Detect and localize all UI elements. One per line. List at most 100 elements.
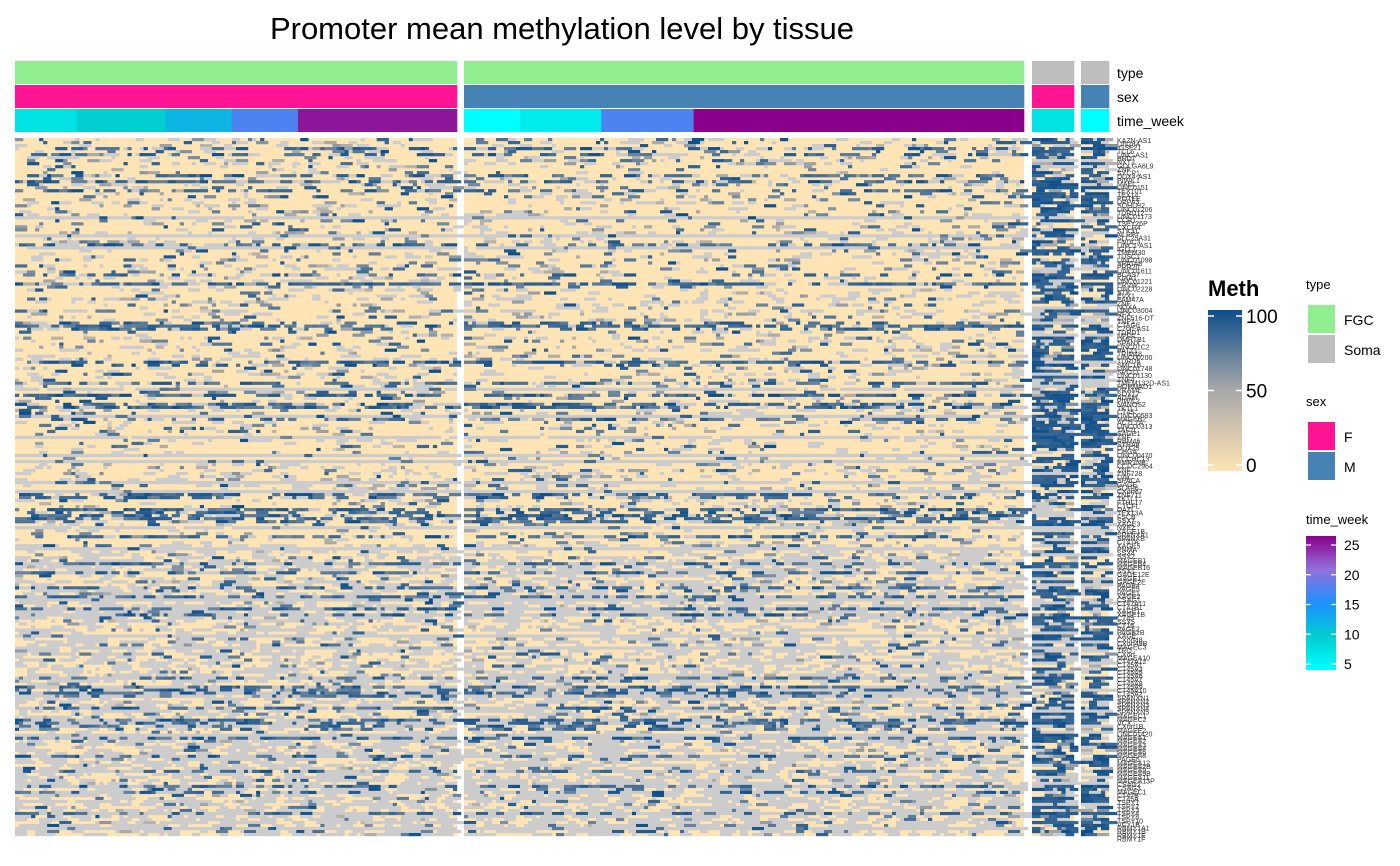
heatmap-cell (276, 231, 280, 234)
heatmap-cell (196, 255, 200, 258)
heatmap-cell (132, 610, 140, 613)
heatmap-cell (393, 454, 397, 457)
heatmap-cell (204, 394, 212, 397)
heatmap-cell (272, 589, 280, 592)
heatmap-cell (296, 279, 308, 282)
heatmap-cell (144, 219, 156, 222)
heatmap-cell (385, 255, 397, 258)
heatmap-cell (43, 686, 47, 689)
heatmap-cell (144, 442, 152, 445)
heatmap-cell (328, 180, 340, 183)
heatmap-cell (433, 613, 445, 616)
heatmap-cell (39, 695, 51, 698)
heatmap-cell (284, 174, 296, 177)
heatmap-cell (208, 547, 220, 550)
heatmap-cell (168, 138, 180, 141)
heatmap-cell (47, 586, 59, 589)
heatmap-cell (35, 598, 47, 601)
heatmap-cell (132, 553, 140, 556)
heatmap-cell (357, 677, 365, 680)
heatmap-cell (377, 613, 381, 616)
heatmap-cell (445, 589, 457, 592)
heatmap-cell (393, 141, 401, 144)
heatmap-cell (15, 409, 19, 412)
heatmap-cell (296, 382, 300, 385)
heatmap-cell (176, 249, 184, 252)
heatmap-cell (264, 246, 268, 249)
heatmap-cell (200, 412, 208, 415)
heatmap-cell (91, 598, 99, 601)
heatmap-cell (172, 355, 180, 358)
heatmap-cell (385, 692, 389, 695)
heatmap-cell (276, 388, 288, 391)
heatmap-cell (192, 598, 204, 601)
heatmap-cell (260, 646, 264, 649)
heatmap-cell (43, 264, 55, 267)
heatmap-cell (336, 616, 340, 619)
heatmap-cell (320, 610, 324, 613)
heatmap-cell (332, 634, 344, 637)
heatmap-cell (336, 267, 348, 270)
heatmap-cell (296, 704, 304, 707)
heatmap-cell (75, 276, 79, 279)
heatmap-cell (252, 640, 256, 643)
heatmap-cell (365, 460, 377, 463)
heatmap-cell (296, 698, 308, 701)
heatmap-cell (216, 189, 220, 192)
heatmap-cell (31, 619, 35, 622)
heatmap-cell (393, 246, 397, 249)
heatmap-cell (220, 343, 232, 346)
heatmap-cell (232, 571, 240, 574)
heatmap-cell (39, 652, 51, 655)
heatmap-cell (168, 710, 172, 713)
heatmap-cell (425, 686, 429, 689)
heatmap-cell (340, 571, 348, 574)
heatmap-cell (115, 695, 119, 698)
heatmap-cell (405, 255, 409, 258)
heatmap-cell (312, 707, 316, 710)
heatmap-cell (55, 571, 67, 574)
heatmap-cell (389, 701, 401, 704)
heatmap-cell (79, 358, 83, 361)
heatmap-cell (453, 309, 465, 312)
heatmap-cell (115, 499, 123, 502)
heatmap-cell (397, 183, 401, 186)
heatmap-cell (176, 695, 188, 698)
heatmap-cell (156, 508, 160, 511)
heatmap-cell (425, 671, 429, 674)
heatmap-cell (437, 553, 441, 556)
heatmap-cell (31, 598, 35, 601)
heatmap-cell (123, 598, 131, 601)
heatmap-cell (172, 162, 180, 165)
heatmap-cell (63, 454, 75, 457)
heatmap-cell (99, 707, 111, 710)
heatmap-cell (308, 547, 316, 550)
heatmap-cell (421, 216, 433, 219)
heatmap-cell (357, 571, 361, 574)
heatmap-cell (369, 340, 381, 343)
heatmap-cell (79, 689, 87, 692)
heatmap-cell (316, 406, 328, 409)
heatmap-cell (136, 234, 140, 237)
heatmap-cell (288, 288, 296, 291)
heatmap-cell (188, 571, 196, 574)
heatmap-cell (393, 367, 397, 370)
heatmap-cell (220, 400, 224, 403)
heatmap-cell (196, 683, 204, 686)
heatmap-cell (140, 628, 144, 631)
heatmap-cell (449, 364, 461, 367)
heatmap-cell (95, 231, 103, 234)
heatmap-cell (216, 677, 228, 680)
heatmap-cell (296, 649, 304, 652)
heatmap-cell (192, 406, 196, 409)
heatmap-cell (324, 382, 332, 385)
heatmap-cell (280, 604, 292, 607)
heatmap-cell (429, 331, 437, 334)
heatmap-cell (55, 514, 63, 517)
heatmap-cell (264, 652, 272, 655)
heatmap-cell (99, 382, 107, 385)
heatmap-cell (284, 580, 292, 583)
heatmap-cell (252, 216, 264, 219)
heatmap-cell (19, 680, 31, 683)
heatmap-cell (212, 583, 220, 586)
